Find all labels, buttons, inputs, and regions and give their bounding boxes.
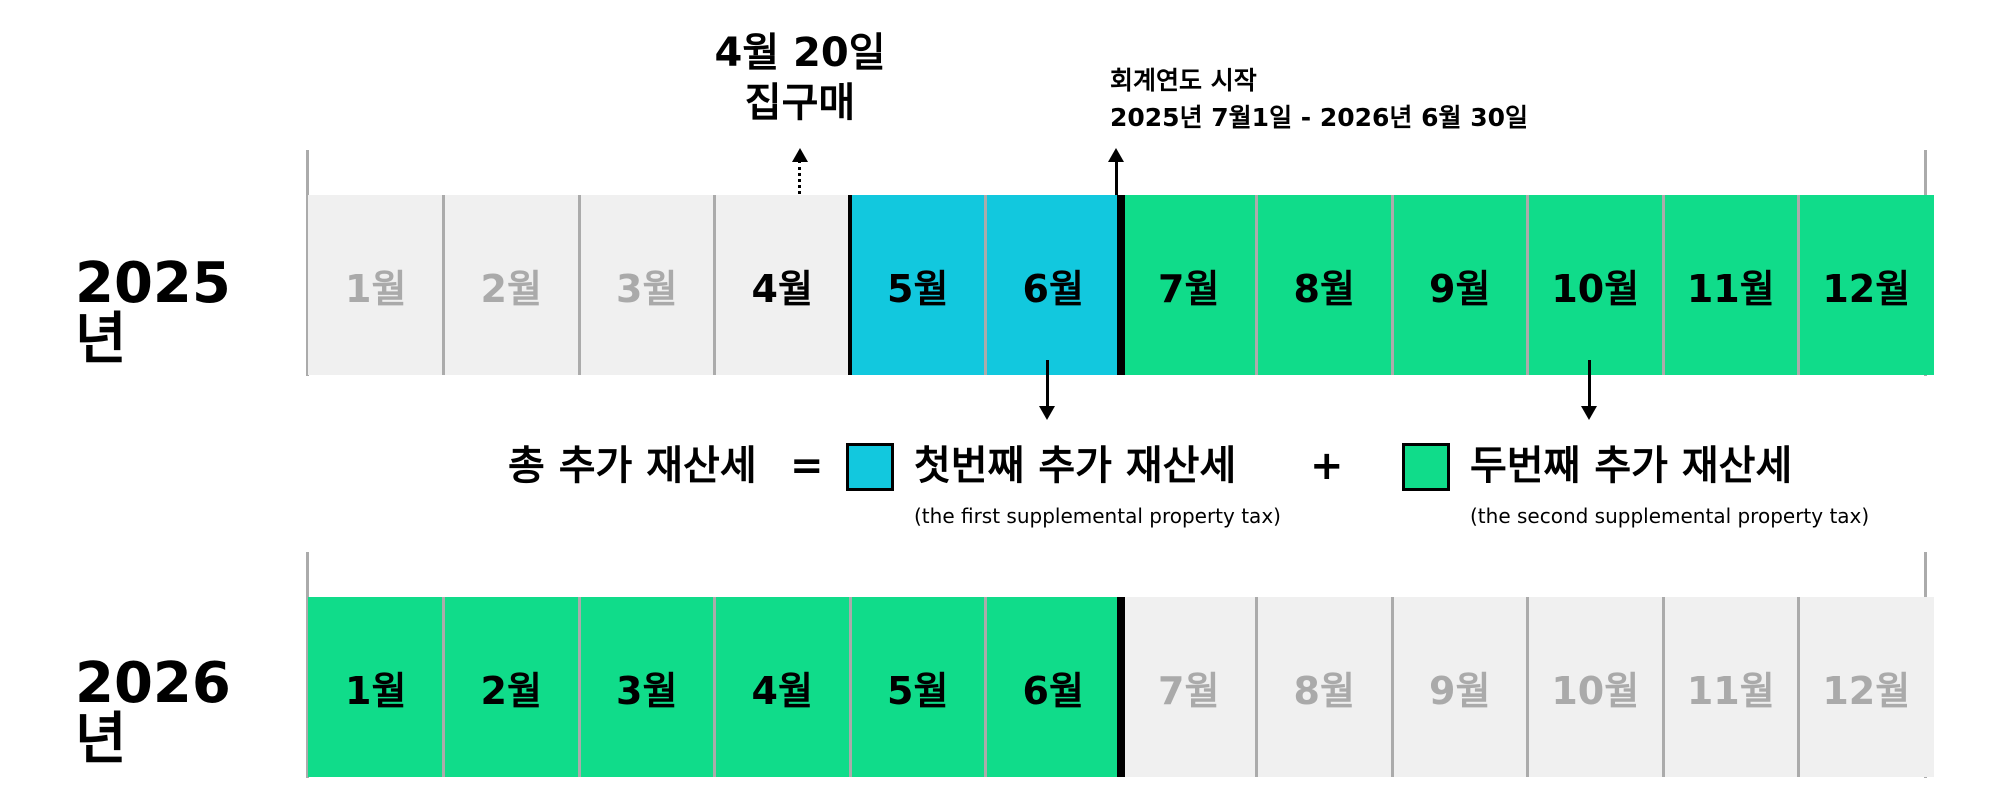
month-label: 3월 bbox=[616, 266, 678, 311]
total-tax-label: 총 추가 재산세 bbox=[508, 443, 757, 489]
month-cell: 7월 bbox=[1121, 195, 1257, 375]
month-separator bbox=[848, 597, 852, 777]
month-cell: 2월 bbox=[443, 195, 579, 375]
first-tax-swatch bbox=[846, 443, 894, 491]
month-label: 2월 bbox=[480, 668, 542, 713]
equals-sign: = bbox=[790, 443, 824, 489]
month-cell: 9월 bbox=[1392, 195, 1528, 375]
month-label: 10월 bbox=[1551, 668, 1640, 713]
month-cell: 9월 bbox=[1392, 597, 1528, 777]
month-separator bbox=[1526, 597, 1529, 777]
purchase-event-line: 집구매 bbox=[744, 80, 856, 126]
first-tax-down-arrow-line bbox=[1046, 360, 1049, 410]
purchase-date-annotation: 4월 20일 집구매 bbox=[690, 28, 910, 128]
month-cell: 6월 bbox=[985, 195, 1121, 375]
month-separator bbox=[984, 195, 987, 375]
month-label: 5월 bbox=[887, 266, 949, 311]
month-separator bbox=[1526, 195, 1529, 375]
fiscal-arrow-head-icon bbox=[1108, 148, 1124, 162]
month-separator bbox=[1390, 195, 1394, 375]
month-cell: 4월 bbox=[714, 195, 850, 375]
month-separator bbox=[577, 597, 581, 777]
month-cell: 8월 bbox=[1256, 597, 1392, 777]
timeline-2025: 1월 2월 3월 4월 5월 6월 7월 8월 9월 10월 11월 12월 bbox=[308, 195, 1934, 375]
month-cell: 12월 bbox=[1798, 597, 1934, 777]
second-tax-subtitle: (the second supplemental property tax) bbox=[1470, 504, 1870, 528]
first-tax-subtitle: (the first supplemental property tax) bbox=[914, 504, 1281, 528]
first-tax-start-boundary bbox=[848, 195, 852, 375]
month-cell: 11월 bbox=[1663, 195, 1799, 375]
second-tax-label: 두번째 추가 재산세 bbox=[1470, 443, 1793, 489]
month-cell: 1월 bbox=[308, 195, 444, 375]
month-label: 12월 bbox=[1822, 266, 1911, 311]
month-cell: 5월 bbox=[850, 195, 986, 375]
month-separator bbox=[1797, 597, 1800, 777]
fiscal-start-arrow-line bbox=[1115, 158, 1118, 198]
fiscal-year-range: 2025년 7월1일 - 2026년 6월 30일 bbox=[1110, 103, 1529, 132]
month-cell: 7월 bbox=[1121, 597, 1257, 777]
month-label: 3월 bbox=[616, 668, 678, 713]
month-cell: 5월 bbox=[850, 597, 986, 777]
month-label: 1월 bbox=[345, 266, 407, 311]
timeline-2025-left-edge bbox=[306, 150, 309, 376]
month-cell: 3월 bbox=[579, 597, 715, 777]
month-label: 5월 bbox=[887, 668, 949, 713]
month-label: 7월 bbox=[1158, 668, 1220, 713]
month-label: 2월 bbox=[480, 266, 542, 311]
month-label: 8월 bbox=[1293, 266, 1355, 311]
month-separator bbox=[1390, 597, 1394, 777]
fiscal-year-annotation: 회계연도 시작 2025년 7월1일 - 2026년 6월 30일 bbox=[1110, 62, 1528, 136]
purchase-arrow-head-icon bbox=[792, 148, 808, 162]
month-cell: 10월 bbox=[1527, 195, 1663, 375]
month-label: 9월 bbox=[1429, 266, 1491, 311]
month-cell: 1월 bbox=[308, 597, 444, 777]
month-separator bbox=[1797, 195, 1800, 375]
month-label: 9월 bbox=[1429, 668, 1491, 713]
month-cell: 8월 bbox=[1256, 195, 1392, 375]
fiscal-year-title: 회계연도 시작 bbox=[1110, 66, 1257, 95]
second-tax-swatch bbox=[1402, 443, 1450, 491]
month-cell: 11월 bbox=[1663, 597, 1799, 777]
first-tax-label: 첫번째 추가 재산세 bbox=[914, 443, 1237, 489]
month-separator bbox=[577, 195, 581, 375]
month-cell: 4월 bbox=[714, 597, 850, 777]
month-label: 8월 bbox=[1293, 668, 1355, 713]
month-label: 6월 bbox=[1022, 668, 1084, 713]
second-tax-down-arrow-icon bbox=[1581, 406, 1597, 420]
month-label: 11월 bbox=[1686, 266, 1775, 311]
purchase-date-line: 4월 20일 bbox=[714, 30, 886, 76]
month-label: 1월 bbox=[345, 668, 407, 713]
month-cell: 10월 bbox=[1527, 597, 1663, 777]
first-tax-down-arrow-icon bbox=[1039, 406, 1055, 420]
timeline-2026: 1월 2월 3월 4월 5월 6월 7월 8월 9월 10월 11월 12월 bbox=[308, 597, 1934, 777]
fiscal-year-start-boundary bbox=[1117, 195, 1125, 375]
month-separator bbox=[1255, 597, 1258, 777]
month-separator bbox=[1661, 195, 1665, 375]
month-separator bbox=[713, 195, 716, 375]
second-tax-down-arrow-line bbox=[1588, 360, 1591, 410]
month-label: 4월 bbox=[751, 668, 813, 713]
month-label: 4월 bbox=[751, 266, 813, 311]
year-2025-label: 2025년 bbox=[75, 251, 231, 372]
month-cell: 6월 bbox=[985, 597, 1121, 777]
month-label: 11월 bbox=[1686, 668, 1775, 713]
month-cell: 3월 bbox=[579, 195, 715, 375]
year-2026-label: 2026년 bbox=[75, 651, 231, 772]
month-label: 7월 bbox=[1158, 266, 1220, 311]
month-separator bbox=[713, 597, 716, 777]
timeline-2026-left-edge bbox=[306, 552, 309, 778]
month-label: 12월 bbox=[1822, 668, 1911, 713]
month-label: 6월 bbox=[1022, 266, 1084, 311]
plus-sign: + bbox=[1310, 443, 1344, 489]
month-label: 10월 bbox=[1551, 266, 1640, 311]
fiscal-year-end-boundary bbox=[1117, 597, 1125, 777]
month-cell: 2월 bbox=[443, 597, 579, 777]
month-separator bbox=[1661, 597, 1665, 777]
month-cell: 12월 bbox=[1798, 195, 1934, 375]
month-separator bbox=[984, 597, 987, 777]
month-separator bbox=[442, 597, 445, 777]
month-separator bbox=[442, 195, 445, 375]
month-separator bbox=[1255, 195, 1258, 375]
